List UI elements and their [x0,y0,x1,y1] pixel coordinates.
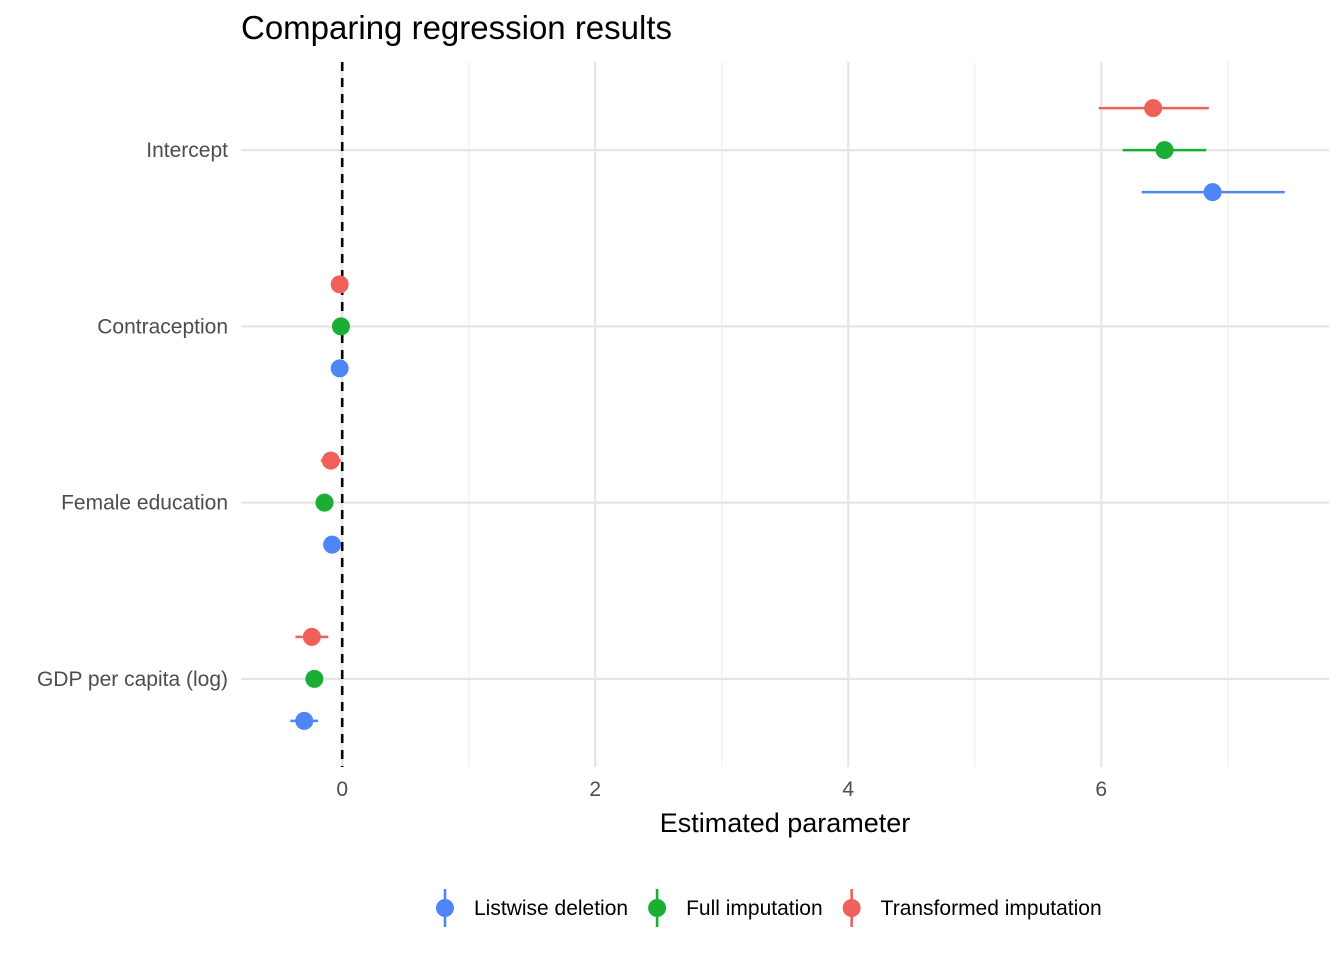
x-tick-label: 2 [589,778,601,801]
estimate-point [305,669,324,688]
estimate-point [302,627,321,646]
legend: Listwise deletion Full imputation Transfor… [436,889,1102,927]
legend-key-point [842,899,861,917]
estimate-point [330,275,349,294]
y-tick-label: Contraception [97,315,228,338]
x-tick-label: 0 [336,778,348,801]
chart-title: Comparing regression results [241,9,672,46]
estimate-point [1144,99,1163,118]
plot-marks [290,99,1285,730]
estimate-point [323,535,342,554]
y-tick-label: GDP per capita (log) [37,668,228,691]
estimate-point [1155,141,1174,160]
legend-key-point [436,899,454,917]
legend-label: Full imputation [686,897,823,920]
estimate-point [321,451,340,470]
legend-key-point [648,899,667,917]
y-tick-label: Intercept [146,139,228,162]
x-axis-labels: 0 2 4 6 [336,778,1107,801]
x-tick-label: 4 [842,778,854,801]
estimate-point [1203,183,1222,202]
y-axis-labels: Intercept Contraception Female education GD… [37,139,228,691]
estimate-point [295,711,314,730]
x-axis-title: Estimated parameter [660,808,911,838]
x-tick-label: 6 [1095,778,1107,801]
legend-label: Transformed imputation [881,897,1102,920]
estimate-point [330,359,349,378]
estimate-point [315,493,334,512]
legend-label: Listwise deletion [474,897,628,920]
grid [241,62,1329,767]
y-tick-label: Female education [61,492,228,515]
estimate-point [331,317,350,336]
